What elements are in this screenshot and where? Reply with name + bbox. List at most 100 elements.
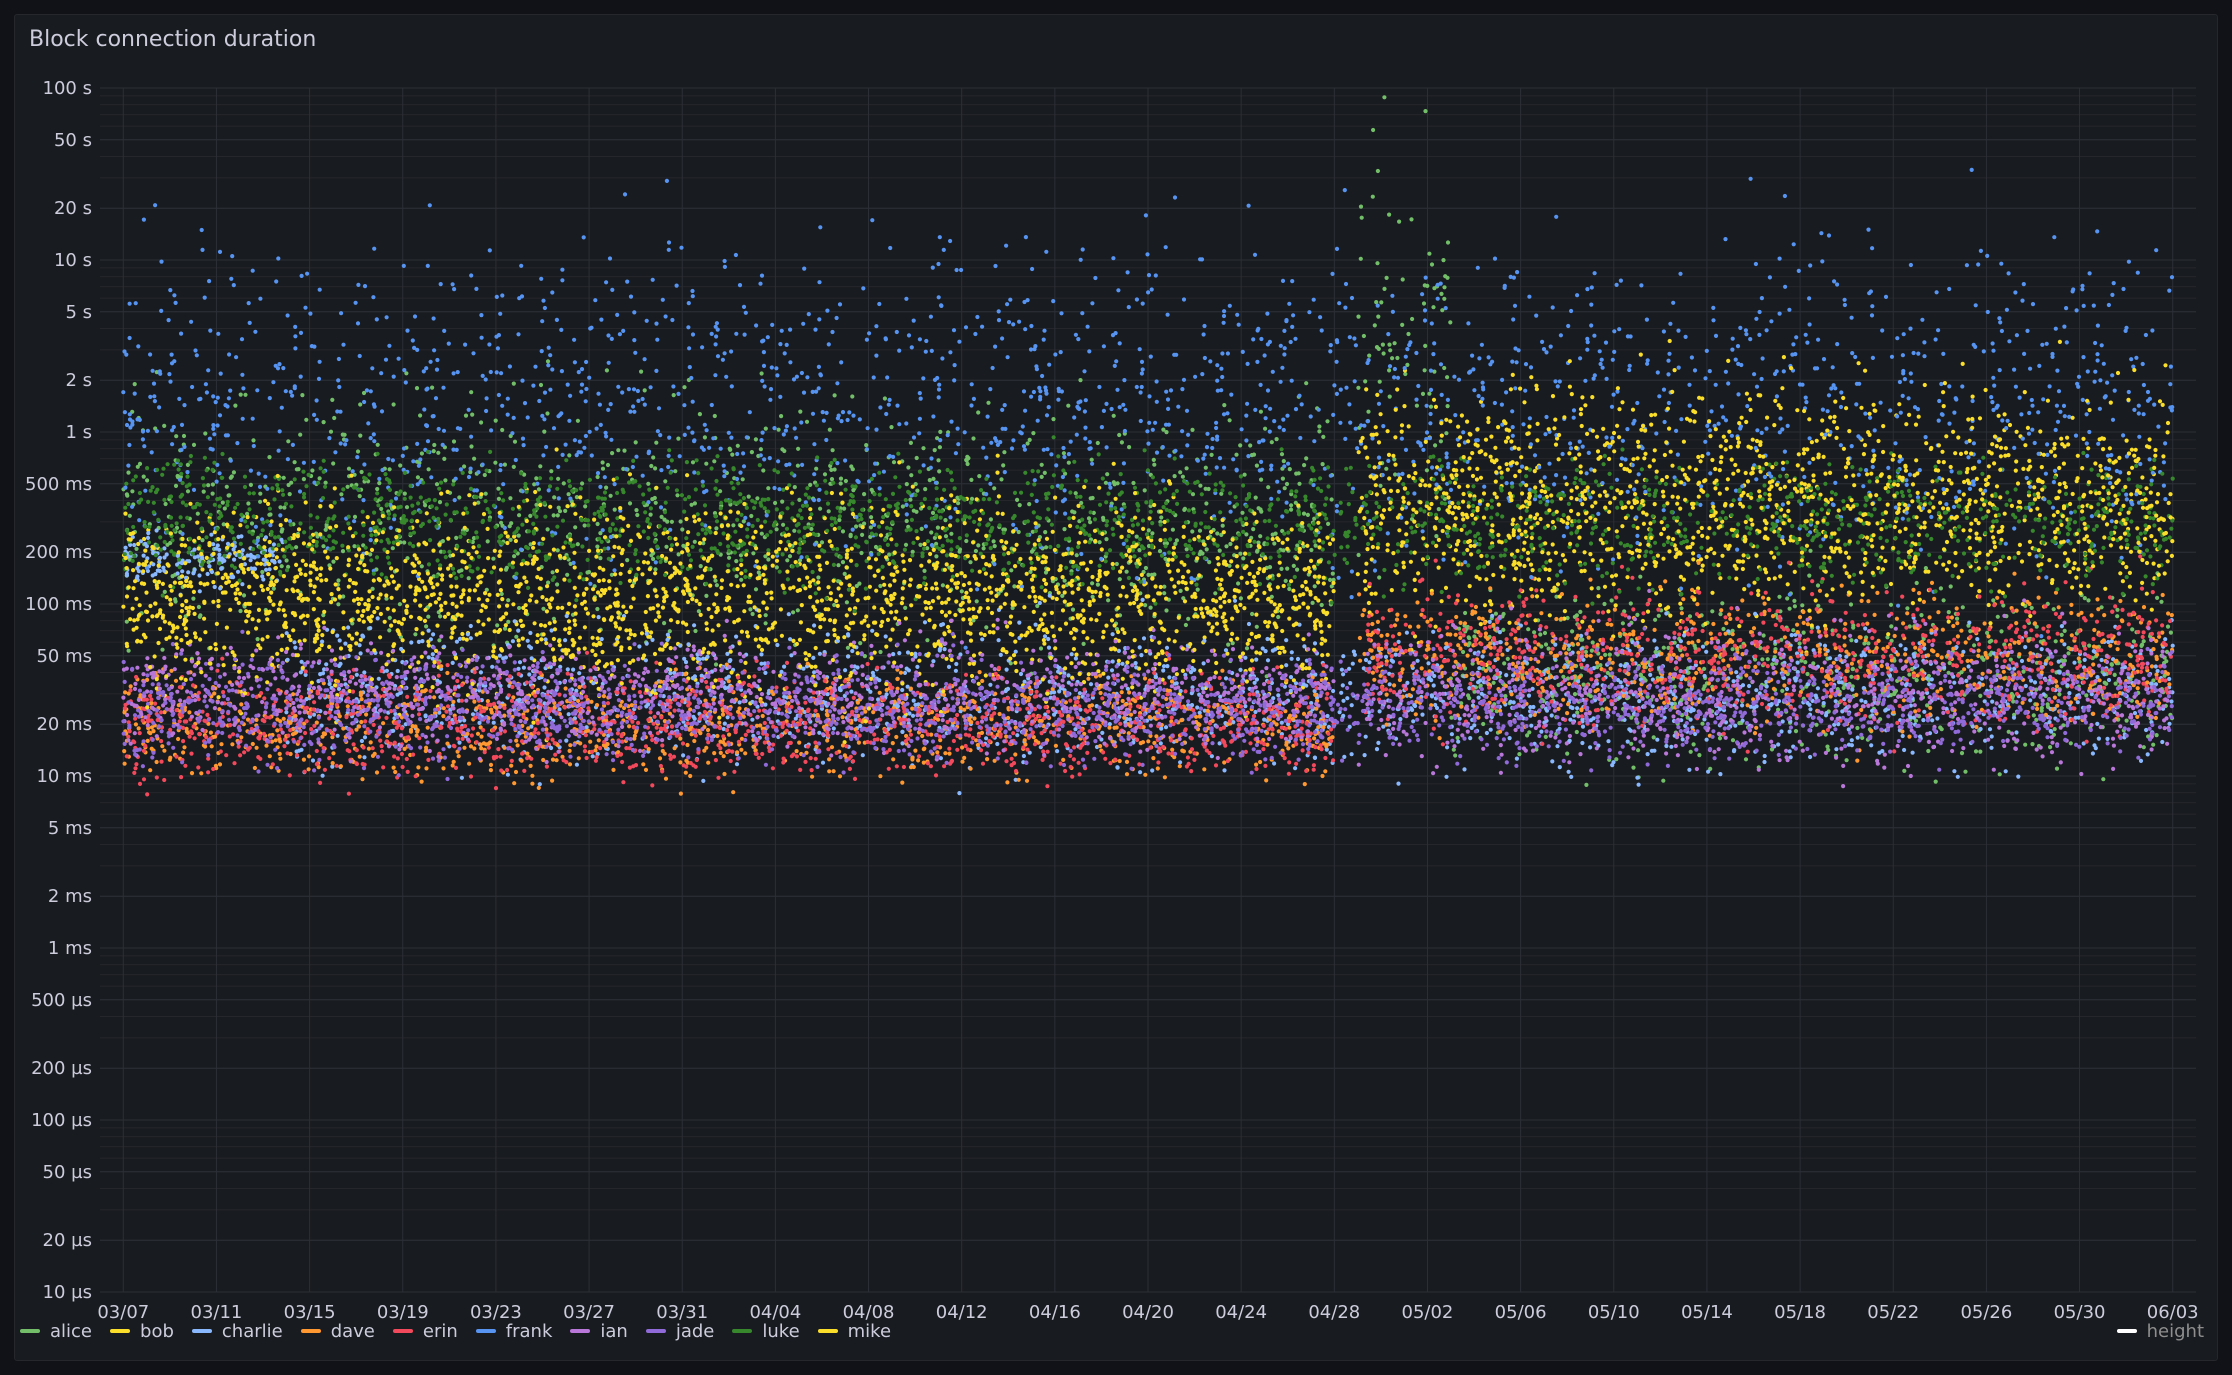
point-alice	[390, 546, 395, 551]
point-bob	[703, 511, 708, 516]
point-bob	[414, 556, 419, 561]
point-alice	[1638, 672, 1643, 677]
point-bob	[244, 619, 249, 624]
point-bob	[2098, 463, 2103, 469]
point-bob	[361, 619, 366, 624]
point-alice	[1445, 375, 1450, 380]
point-bob	[545, 584, 550, 589]
point-alice	[1849, 674, 1854, 679]
point-alice	[714, 526, 719, 531]
point-bob	[1164, 596, 1169, 601]
point-bob	[487, 592, 492, 597]
point-bob	[250, 617, 255, 622]
point-bob	[851, 620, 856, 625]
point-bob	[2155, 492, 2161, 497]
point-alice	[336, 602, 341, 607]
point-bob	[1499, 470, 1504, 475]
point-charlie	[1929, 677, 1934, 682]
point-bob	[1434, 495, 1439, 500]
point-alice	[832, 393, 837, 398]
point-bob	[1033, 599, 1038, 604]
point-alice	[830, 448, 835, 453]
point-alice	[696, 609, 702, 614]
point-alice	[598, 556, 603, 561]
point-bob	[1391, 551, 1396, 556]
point-charlie	[2082, 657, 2087, 663]
point-bob	[1062, 590, 1067, 595]
point-charlie	[1398, 717, 1403, 722]
point-bob	[130, 606, 135, 611]
point-alice	[642, 388, 647, 393]
point-alice	[415, 475, 420, 480]
point-alice	[604, 368, 610, 373]
point-alice	[1765, 657, 1770, 662]
point-bob	[311, 590, 316, 595]
point-bob	[531, 545, 536, 550]
point-bob	[1451, 557, 1456, 562]
point-charlie	[212, 584, 217, 590]
point-bob	[573, 511, 578, 516]
point-bob	[1378, 521, 1384, 526]
point-alice	[534, 476, 539, 481]
point-charlie	[2056, 659, 2061, 664]
point-bob	[179, 638, 184, 643]
point-bob	[1847, 574, 1852, 579]
point-bob	[1152, 612, 1157, 617]
point-bob	[1941, 562, 1946, 567]
point-bob	[563, 627, 568, 632]
point-alice	[1636, 748, 1641, 753]
point-bob	[601, 567, 606, 572]
point-alice	[1978, 749, 1983, 754]
point-alice	[878, 649, 883, 655]
point-alice	[1301, 511, 1307, 516]
point-bob	[2057, 489, 2062, 494]
point-charlie	[1367, 660, 1372, 665]
point-charlie	[284, 631, 289, 636]
point-bob	[1967, 546, 1973, 551]
point-charlie	[217, 552, 222, 557]
point-charlie	[1580, 740, 1585, 746]
point-alice	[1297, 481, 1302, 486]
point-bob	[171, 626, 176, 631]
point-bob	[1269, 637, 1274, 642]
point-alice	[727, 446, 732, 451]
point-alice	[1466, 693, 1471, 698]
point-bob	[1433, 624, 1438, 629]
point-charlie	[942, 647, 947, 652]
point-alice	[1973, 749, 1979, 754]
point-alice	[1442, 296, 1447, 301]
point-bob	[884, 555, 889, 560]
point-charlie	[1015, 733, 1020, 738]
point-bob	[1772, 555, 1777, 560]
point-alice	[1410, 316, 1415, 322]
point-bob	[332, 486, 337, 491]
point-charlie	[1550, 759, 1555, 764]
point-bob	[1550, 394, 1556, 399]
point-alice	[413, 632, 418, 637]
point-alice	[819, 540, 825, 545]
point-alice	[282, 505, 287, 510]
point-alice	[1178, 470, 1183, 475]
point-bob	[1518, 515, 1523, 521]
x-tick-label: 05/26	[1960, 1302, 2012, 1323]
point-bob	[535, 633, 540, 638]
point-alice	[2151, 742, 2156, 747]
point-alice	[869, 487, 874, 492]
point-alice	[368, 552, 373, 557]
point-bob	[557, 638, 562, 644]
point-bob	[547, 621, 552, 626]
point-bob	[1086, 672, 1091, 677]
point-alice	[1287, 586, 1292, 592]
point-bob	[1093, 538, 1098, 544]
point-bob	[216, 598, 221, 604]
point-charlie	[1279, 720, 1284, 725]
point-bob	[704, 621, 709, 626]
point-alice	[1371, 127, 1376, 133]
point-alice	[271, 586, 276, 591]
point-alice	[1405, 362, 1410, 367]
point-bob	[1401, 565, 1406, 570]
point-bob	[1720, 553, 1725, 558]
point-alice	[470, 412, 475, 417]
point-bob	[1661, 526, 1667, 532]
point-bob	[977, 569, 982, 574]
